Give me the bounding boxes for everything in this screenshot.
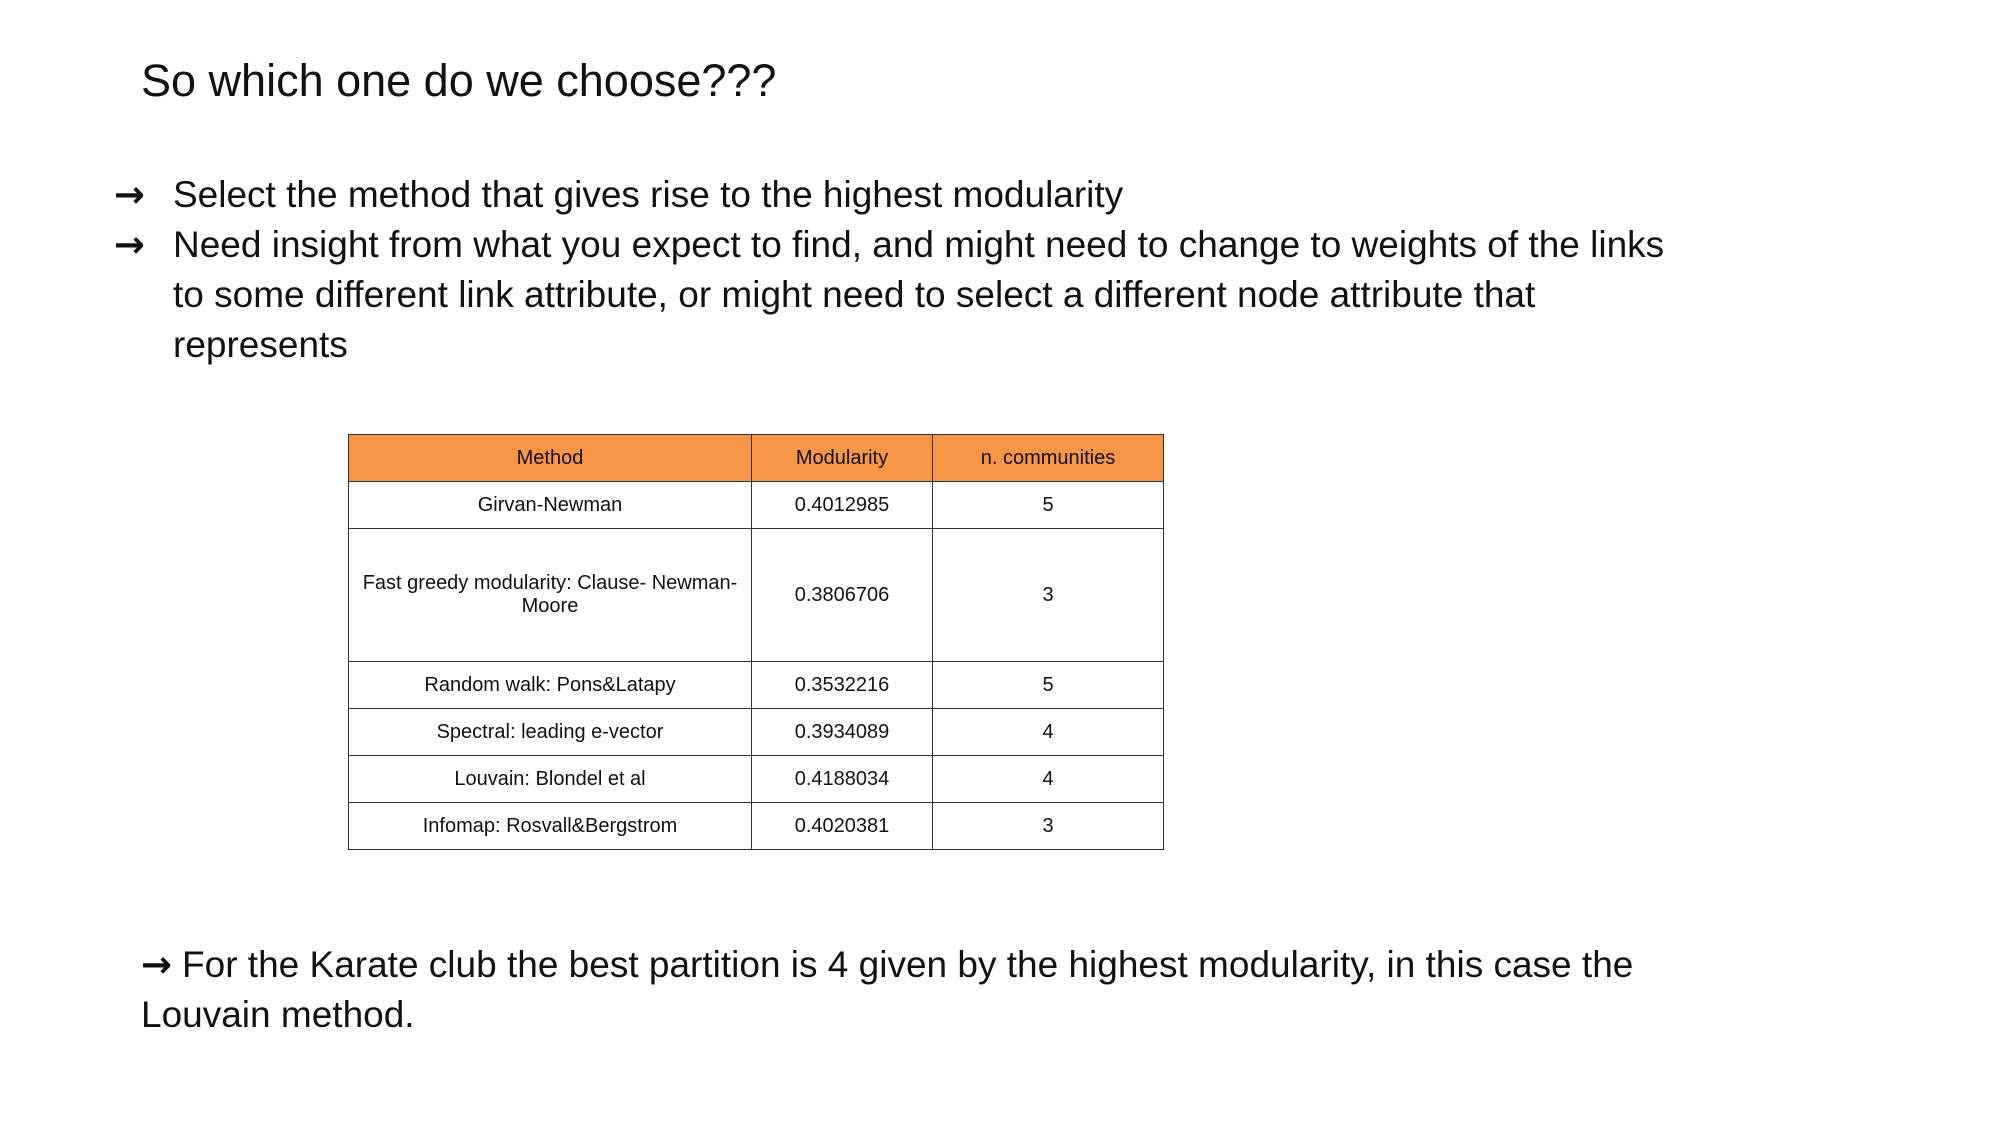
communities-cell: 3 <box>932 528 1164 662</box>
modularity-cell: 0.3532216 <box>751 661 933 709</box>
method-cell: Fast greedy modularity: Clause- Newman-M… <box>348 528 752 662</box>
communities-cell: 5 <box>932 661 1164 709</box>
bullet-item: → Select the method that gives rise to t… <box>110 170 1690 220</box>
communities-cell: 4 <box>932 708 1164 756</box>
table-row: Fast greedy modularity: Clause- Newman-M… <box>348 528 1164 662</box>
table-row: Spectral: leading e-vector 0.3934089 4 <box>348 708 1164 756</box>
bullet-text: Select the method that gives rise to the… <box>173 174 1124 215</box>
method-cell: Girvan-Newman <box>348 481 752 529</box>
method-cell: Infomap: Rosvall&Bergstrom <box>348 802 752 850</box>
arrow-right-icon: → <box>114 223 146 266</box>
bullet-text: Need insight from what you expect to fin… <box>173 224 1665 365</box>
methods-table-container: Method Modularity n. communities Girvan-… <box>348 434 1164 850</box>
conclusion-body: For the Karate club the best partition i… <box>141 944 1634 1035</box>
methods-table: Method Modularity n. communities Girvan-… <box>348 434 1164 850</box>
arrow-right-icon: → <box>114 173 146 216</box>
communities-cell: 5 <box>932 481 1164 529</box>
bullet-item: → Need insight from what you expect to f… <box>110 220 1690 370</box>
column-header-modularity: Modularity <box>751 434 933 482</box>
modularity-cell: 0.4188034 <box>751 755 933 803</box>
modularity-cell: 0.4012985 <box>751 481 933 529</box>
table-header-row: Method Modularity n. communities <box>348 434 1164 482</box>
column-header-communities: n. communities <box>932 434 1164 482</box>
modularity-cell: 0.4020381 <box>751 802 933 850</box>
method-cell: Louvain: Blondel et al <box>348 755 752 803</box>
column-header-method: Method <box>348 434 752 482</box>
communities-cell: 4 <box>932 755 1164 803</box>
table-row: Infomap: Rosvall&Bergstrom 0.4020381 3 <box>348 802 1164 850</box>
method-cell: Random walk: Pons&Latapy <box>348 661 752 709</box>
communities-cell: 3 <box>932 802 1164 850</box>
table-row: Louvain: Blondel et al 0.4188034 4 <box>348 755 1164 803</box>
table-row: Random walk: Pons&Latapy 0.3532216 5 <box>348 661 1164 709</box>
slide-title: So which one do we choose??? <box>141 55 777 106</box>
method-cell: Spectral: leading e-vector <box>348 708 752 756</box>
conclusion-text: → For the Karate club the best partition … <box>141 940 1701 1040</box>
bullet-list: → Select the method that gives rise to t… <box>110 170 1690 370</box>
table-row: Girvan-Newman 0.4012985 5 <box>348 481 1164 529</box>
modularity-cell: 0.3806706 <box>751 528 933 662</box>
modularity-cell: 0.3934089 <box>751 708 933 756</box>
arrow-right-icon: → <box>141 943 173 986</box>
